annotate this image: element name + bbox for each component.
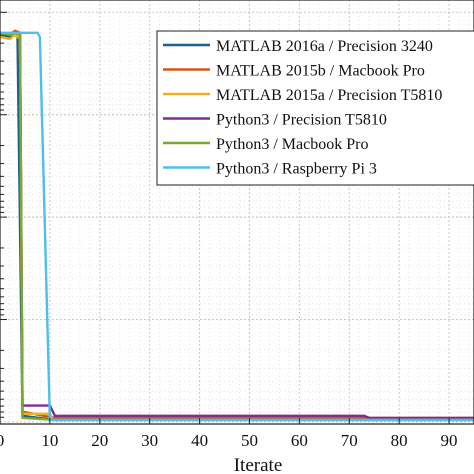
legend-label: MATLAB 2015a / Precision T5810 — [216, 87, 442, 104]
legend-label: Python3 / Macbook Pro — [216, 136, 368, 153]
legend-label: MATLAB 2016a / Precision 3240 — [216, 38, 433, 55]
legend: MATLAB 2016a / Precision 3240 MATLAB 2015… — [156, 30, 474, 186]
legend-label: Python3 / Precision T5810 — [216, 112, 387, 129]
x-tick-label: 0 — [0, 431, 4, 450]
legend-box — [156, 30, 474, 186]
x-tick-label: 30 — [141, 431, 158, 450]
legend-label: MATLAB 2015b / Macbook Pro — [216, 63, 425, 80]
x-axis-title: Iterate — [234, 455, 283, 474]
legend-label: Python3 / Raspberry Pi 3 — [216, 161, 377, 178]
x-tick-label: 70 — [341, 431, 358, 450]
x-tick-label: 80 — [391, 431, 408, 450]
series-line-5 — [0, 31, 474, 422]
x-tick-label: 20 — [91, 431, 108, 450]
x-tick-label: 40 — [191, 431, 208, 450]
x-tick-label: 60 — [291, 431, 308, 450]
x-tick-label: 90 — [441, 431, 458, 450]
series-layer — [0, 29, 474, 422]
grid — [0, 0, 474, 424]
x-ticks: 0 10 20 30 40 50 60 70 80 90 — [0, 418, 458, 450]
x-tick-label: 50 — [241, 431, 258, 450]
x-tick-label: 10 — [41, 431, 58, 450]
plot-frame — [0, 0, 474, 425]
